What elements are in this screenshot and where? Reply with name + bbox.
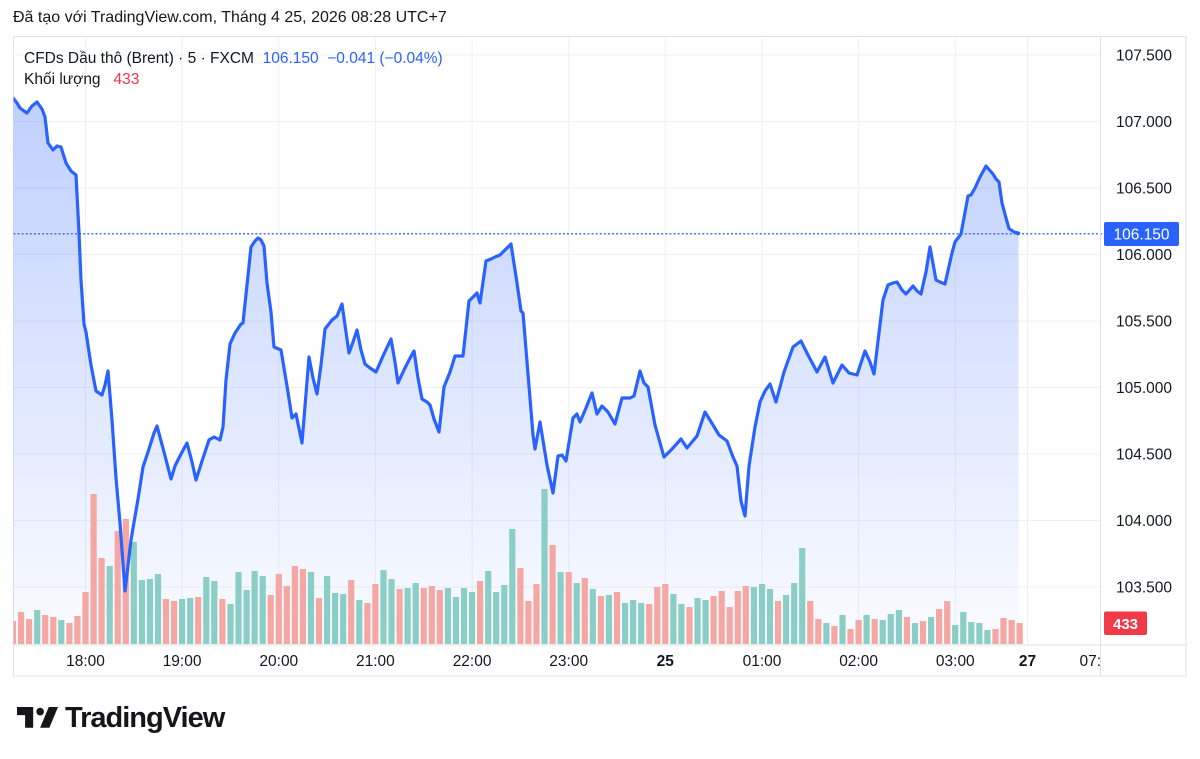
svg-text:106.000: 106.000	[1116, 247, 1172, 264]
svg-text:20:00: 20:00	[259, 653, 298, 670]
svg-text:103.500: 103.500	[1116, 580, 1172, 597]
svg-text:105.000: 105.000	[1116, 380, 1172, 397]
svg-text:03:00: 03:00	[936, 653, 975, 670]
svg-text:07:0: 07:0	[1080, 653, 1111, 670]
svg-text:104.000: 104.000	[1116, 513, 1172, 530]
svg-text:25: 25	[657, 653, 675, 670]
svg-text:107.000: 107.000	[1116, 114, 1172, 131]
svg-text:02:00: 02:00	[839, 653, 878, 670]
svg-text:23:00: 23:00	[549, 653, 588, 670]
svg-text:106.500: 106.500	[1116, 181, 1172, 198]
svg-text:27: 27	[1019, 653, 1036, 670]
svg-text:106.150: 106.150	[1113, 227, 1169, 244]
svg-text:01:00: 01:00	[743, 653, 782, 670]
svg-text:21:00: 21:00	[356, 653, 395, 670]
svg-text:105.500: 105.500	[1116, 314, 1172, 331]
svg-text:19:00: 19:00	[163, 653, 202, 670]
svg-text:107.500: 107.500	[1116, 48, 1172, 65]
svg-text:22:00: 22:00	[453, 653, 492, 670]
svg-text:104.500: 104.500	[1116, 447, 1172, 464]
svg-text:433: 433	[1113, 616, 1138, 633]
svg-text:18:00: 18:00	[66, 653, 105, 670]
